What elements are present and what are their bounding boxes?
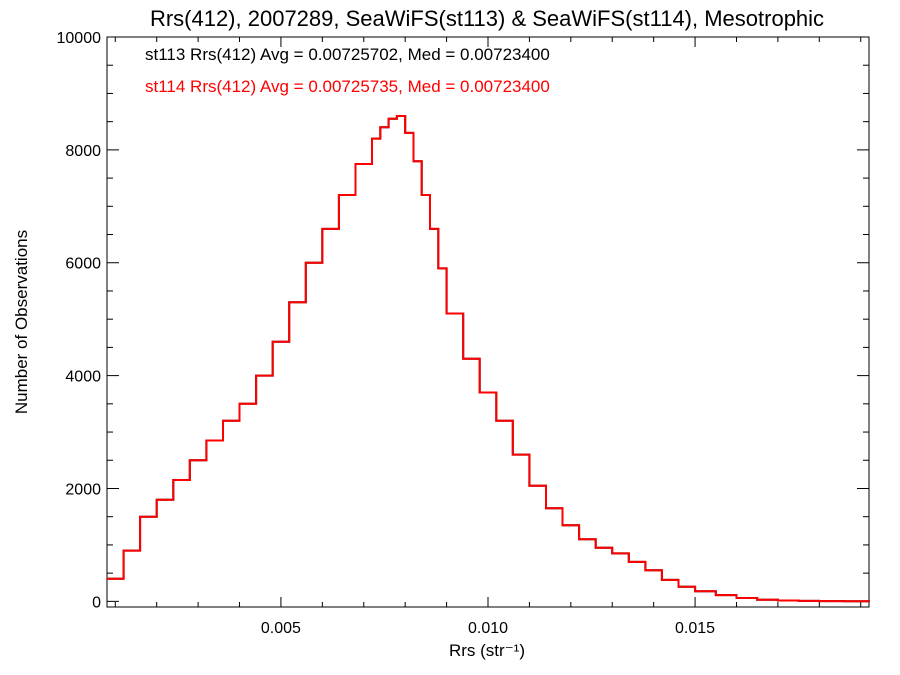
- y-tick-label: 10000: [57, 30, 102, 47]
- legend-st113-stats: st113 Rrs(412) Avg = 0.00725702, Med = 0…: [145, 45, 550, 64]
- y-tick-label: 4000: [65, 369, 101, 386]
- x-tick-label: 0.010: [468, 620, 508, 637]
- x-tick-label: 0.005: [261, 620, 301, 637]
- series-line-st114: [107, 115, 870, 603]
- y-tick-label: 0: [92, 594, 101, 611]
- y-axis-label: Number of Observations: [12, 230, 31, 414]
- y-axis-ticks: 0 2000 4000 6000 8000 10000: [57, 30, 869, 611]
- x-tick-label: 0.015: [675, 620, 715, 637]
- legend-st114-stats: st114 Rrs(412) Avg = 0.00725735, Med = 0…: [145, 77, 550, 96]
- y-tick-label: 2000: [65, 481, 101, 498]
- y-tick-label: 6000: [65, 256, 101, 273]
- y-tick-label: 8000: [65, 143, 101, 160]
- x-axis-label: Rrs (str⁻¹): [449, 641, 525, 660]
- series-layer: [107, 115, 870, 603]
- chart-title: Rrs(412), 2007289, SeaWiFS(st113) & SeaW…: [150, 6, 824, 31]
- x-axis-ticks: 0.005 0.010 0.015: [114, 37, 862, 637]
